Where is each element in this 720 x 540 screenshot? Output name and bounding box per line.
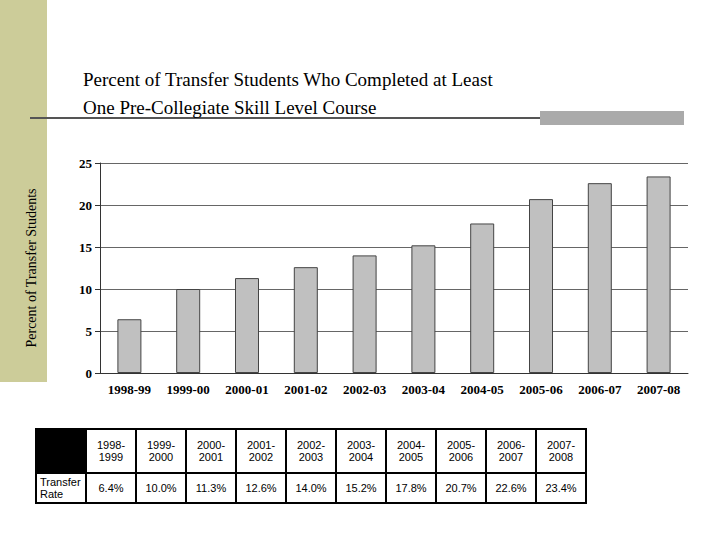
html-text:2004-2005: 2004-2005 — [396, 439, 426, 463]
html-text:2007-2008: 2007-2008 — [546, 439, 576, 463]
svg-text:2007-08: 2007-08 — [637, 382, 681, 397]
svg-text:1999-00: 1999-00 — [167, 382, 210, 397]
html-text:2002-2003: 2002-2003 — [296, 439, 326, 463]
svg-text:2006-07: 2006-07 — [578, 382, 622, 397]
svg-text:2005-06: 2005-06 — [519, 382, 563, 397]
svg-text:10: 10 — [79, 282, 92, 297]
html-text:6.4%: 6.4% — [98, 482, 124, 494]
html-text:2001-2002: 2001-2002 — [246, 439, 276, 463]
svg-text:2002-03: 2002-03 — [343, 382, 387, 397]
svg-text:5: 5 — [86, 324, 93, 339]
svg-text:2001-02: 2001-02 — [284, 382, 327, 397]
svg-text:One Pre-Collegiate Skill Level: One Pre-Collegiate Skill Level Course — [83, 97, 376, 118]
html-text:2003-2004: 2003-2004 — [346, 439, 376, 463]
svg-text:Percent of Transfer Students W: Percent of Transfer Students Who Complet… — [83, 69, 497, 90]
html-text:10.0%: 10.0% — [145, 482, 177, 494]
svg-text:Percent of Transfer Students: Percent of Transfer Students — [24, 188, 39, 347]
html-text:20.7%: 20.7% — [445, 482, 477, 494]
html-text:15.2%: 15.2% — [345, 482, 377, 494]
svg-text:2004-05: 2004-05 — [461, 382, 505, 397]
svg-text:0: 0 — [86, 366, 93, 381]
html-text:Transfer Rate: Transfer Rate — [40, 476, 81, 500]
svg-text:20: 20 — [79, 198, 92, 213]
html-text:23.4%: 23.4% — [545, 482, 577, 494]
html-text:14.0%: 14.0% — [295, 482, 327, 494]
html-text:2000-2001: 2000-2001 — [196, 439, 226, 463]
svg-text:1998-99: 1998-99 — [108, 382, 152, 397]
svg-text:15: 15 — [79, 240, 93, 255]
html-text:2005-2006: 2005-2006 — [446, 439, 476, 463]
svg-text:25: 25 — [79, 156, 93, 171]
svg-text:2003-04: 2003-04 — [402, 382, 446, 397]
html-text:1999-2000: 1999-2000 — [146, 439, 176, 463]
html-text:1998-1999: 1998-1999 — [96, 439, 126, 463]
html-text:17.8%: 17.8% — [395, 482, 427, 494]
html-text:11.3%: 11.3% — [195, 482, 227, 494]
svg-text:2000-01: 2000-01 — [225, 382, 268, 397]
html-text:12.6%: 12.6% — [245, 482, 277, 494]
html-text:2006-2007: 2006-2007 — [496, 439, 526, 463]
html-text:22.6%: 22.6% — [495, 482, 527, 494]
